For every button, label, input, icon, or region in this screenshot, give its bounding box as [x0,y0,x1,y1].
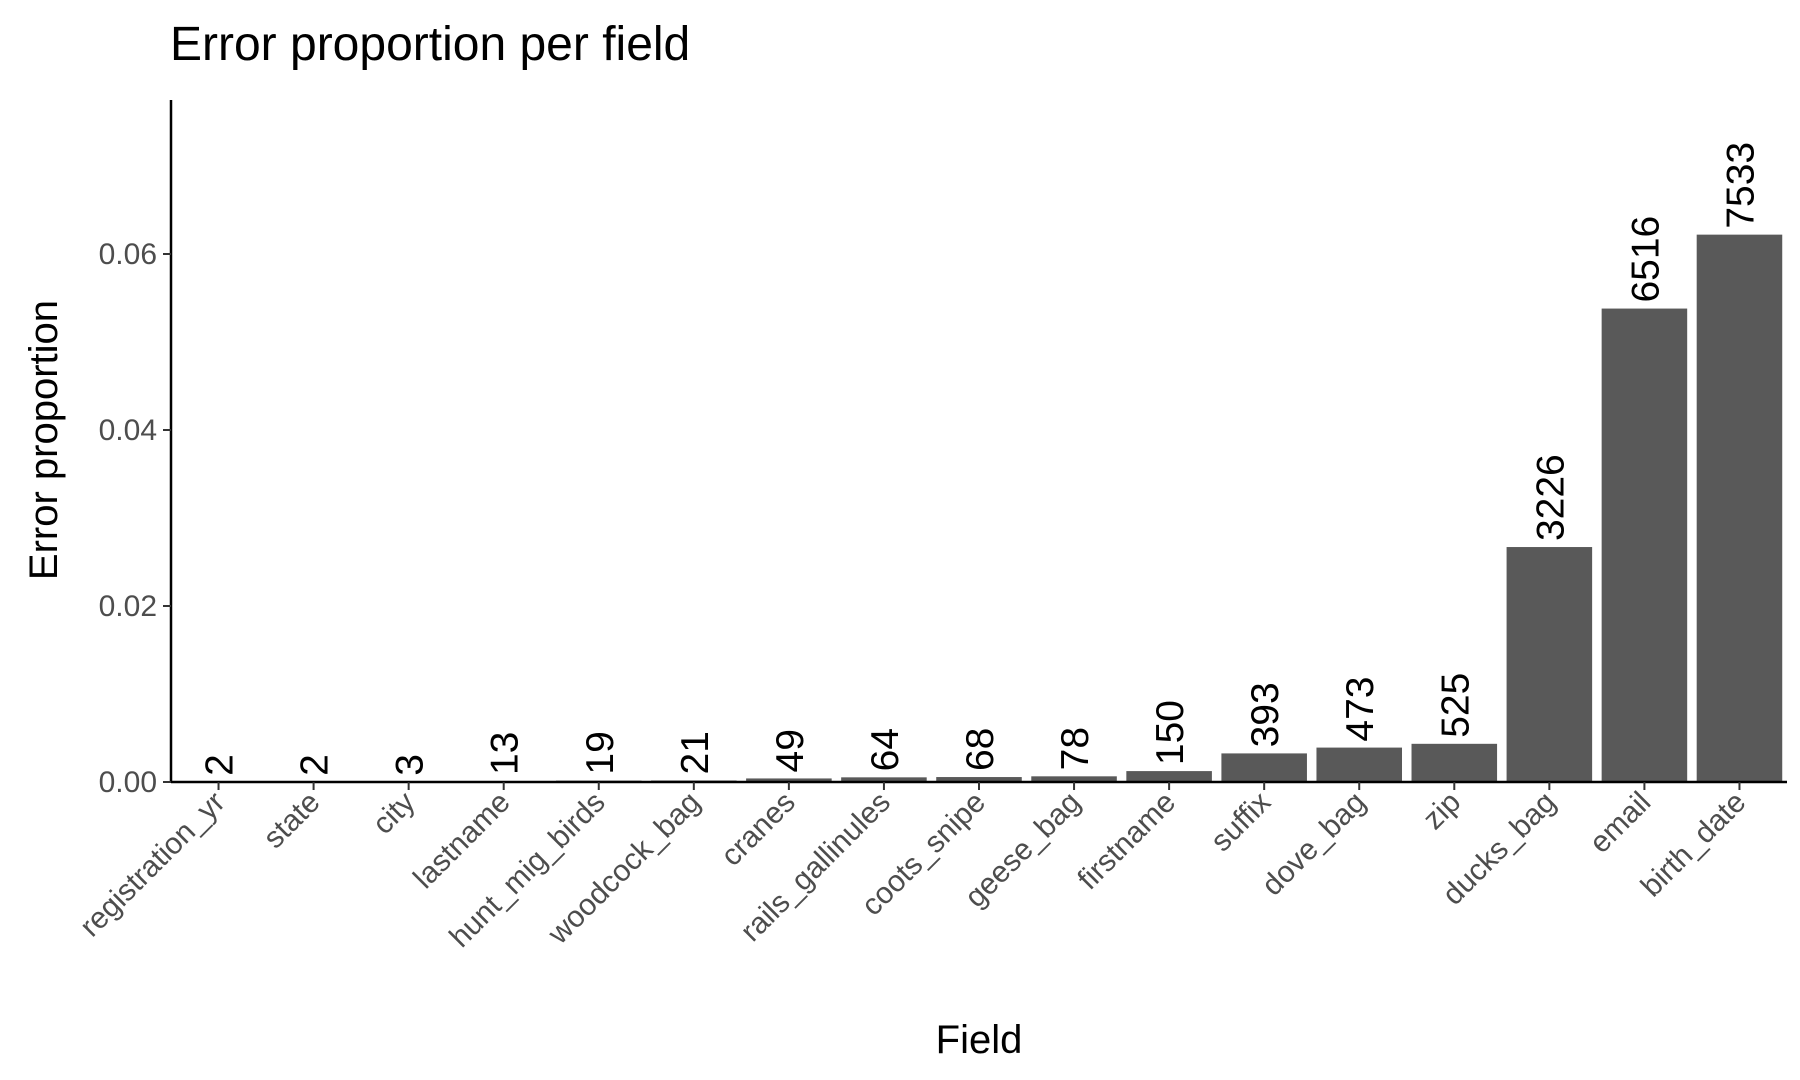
bar-value-label: 393 [1244,682,1287,747]
bar-value-label: 2 [199,754,242,776]
x-tick-label: city [366,786,421,841]
bar [1031,776,1117,782]
bar-value-label: 473 [1339,677,1382,742]
bar [841,777,927,782]
chart-title: Error proportion per field [170,18,690,71]
bar-value-label: 68 [959,728,1002,771]
bar [1696,234,1783,782]
y-tick-label: 0.02 [99,590,157,623]
bar-value-label: 21 [674,731,717,774]
bar [1221,753,1307,782]
bar-value-label: 78 [1054,727,1097,770]
x-tick-label: email [1583,786,1657,860]
x-tick-label: firstname [1071,786,1182,897]
plot-area: 2 2 3 13 19 21 49 64 68 78 150 393 473 525 3226 6516 753… [74,100,1787,954]
x-tick-label: suffix [1205,786,1277,858]
bar-value-label: 150 [1149,700,1192,765]
bar-value-label: 525 [1434,673,1477,738]
x-tick-label: zip [1417,786,1467,836]
x-tick-label: state [257,786,326,855]
y-tick-label: 0.04 [99,414,157,447]
bar-value-label: 6516 [1624,216,1667,303]
bar-value-label: 49 [769,729,812,772]
bar-value-label: 3 [389,754,432,776]
x-tick-label: registration_yr [74,786,232,944]
bar-value-label: 64 [864,728,907,771]
x-tick-label: dove_bag [1256,786,1373,903]
bar [1601,308,1688,782]
bar [1126,771,1212,782]
x-tick-label: birth_date [1635,786,1753,904]
bar-value-label: 2 [294,754,337,776]
x-axis-title: Field [936,1018,1023,1062]
bar [936,777,1022,782]
y-tick-label: 0.06 [99,238,157,271]
bar [1316,747,1403,782]
bar-value-label: 19 [579,731,622,774]
y-tick-label: 0.00 [99,766,157,799]
bar-value-label: 7533 [1719,142,1762,229]
bar-value-label: 13 [484,732,527,775]
bar [1506,547,1593,782]
y-axis-title: Error proportion [22,300,66,580]
bar-value-label: 3226 [1529,454,1572,541]
x-tick-label: cranes [715,786,802,873]
bar [746,778,832,782]
bar [1411,743,1498,782]
